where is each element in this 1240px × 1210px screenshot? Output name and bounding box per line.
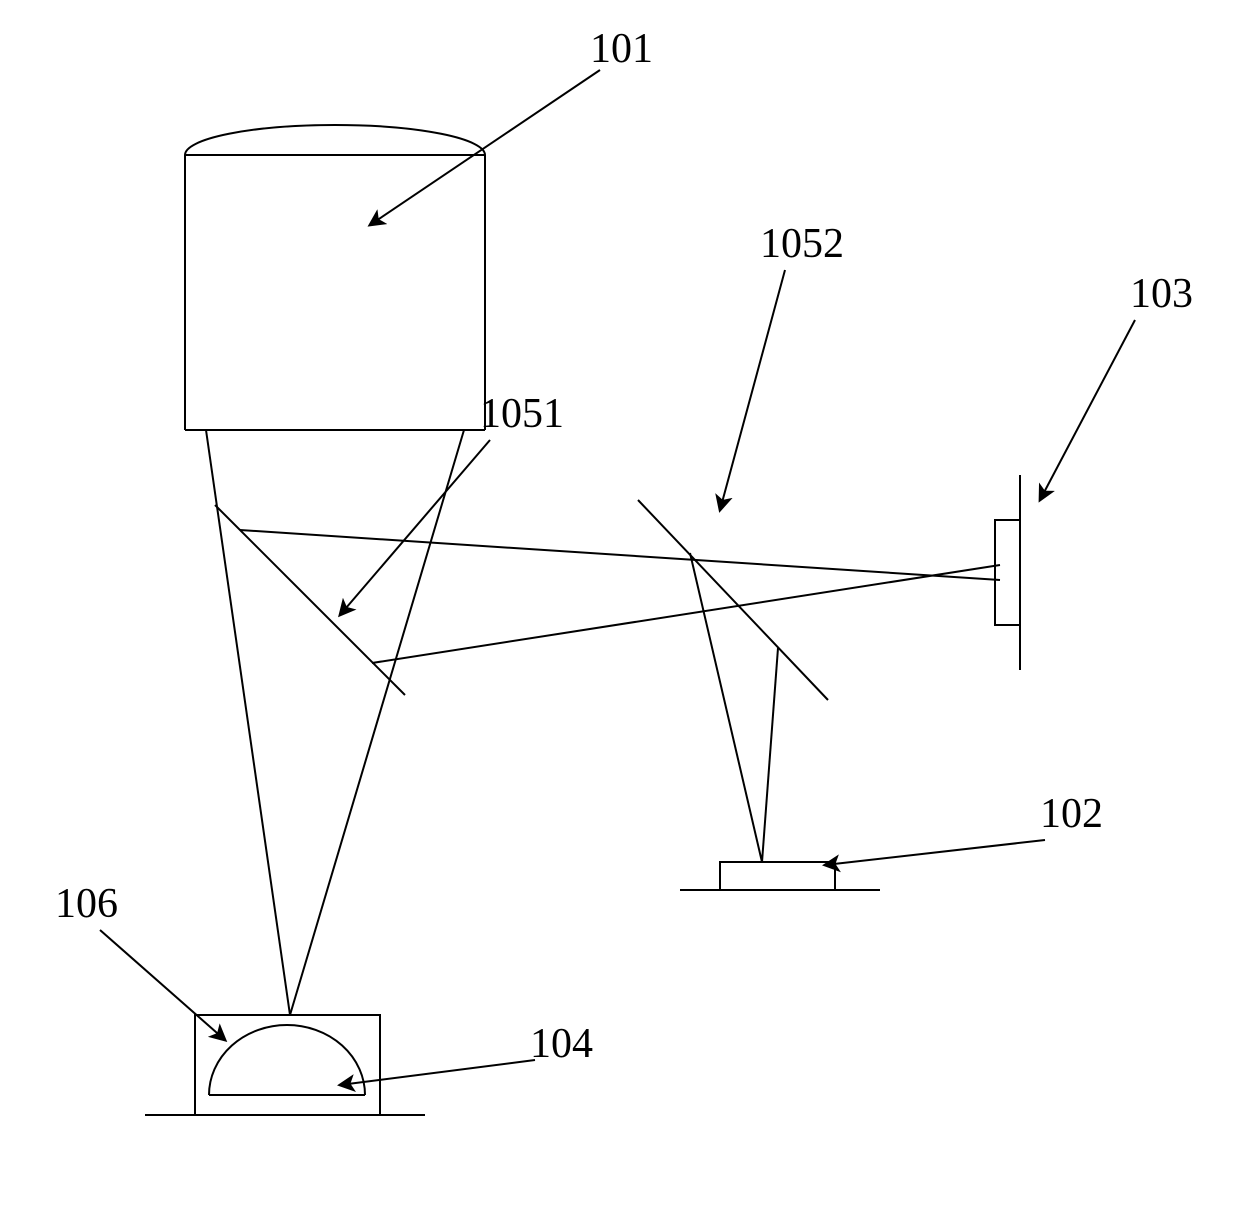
label-1052: 1052 [760,220,844,268]
label-1051: 1051 [480,390,564,438]
label-102: 102 [1040,790,1103,838]
element-1051 [215,505,405,695]
callout-1051 [340,440,490,615]
label-103: 103 [1130,270,1193,318]
callout-106 [100,930,225,1040]
element-104-106 [145,1015,425,1115]
callout-103 [1040,320,1135,500]
optical-rays [206,430,1000,1015]
element-101 [185,125,485,430]
callout-1052 [720,270,785,510]
label-106: 106 [55,880,118,928]
callout-102 [825,840,1045,865]
diagram-canvas: 101 1052 103 1051 102 106 104 [0,0,1240,1210]
label-101: 101 [590,25,653,73]
callout-arrows [100,70,1135,1085]
element-102 [680,862,880,890]
element-103 [995,475,1020,670]
element-1052 [638,500,828,700]
label-104: 104 [530,1020,593,1068]
callout-104 [340,1060,535,1085]
diagram-svg [0,0,1240,1210]
